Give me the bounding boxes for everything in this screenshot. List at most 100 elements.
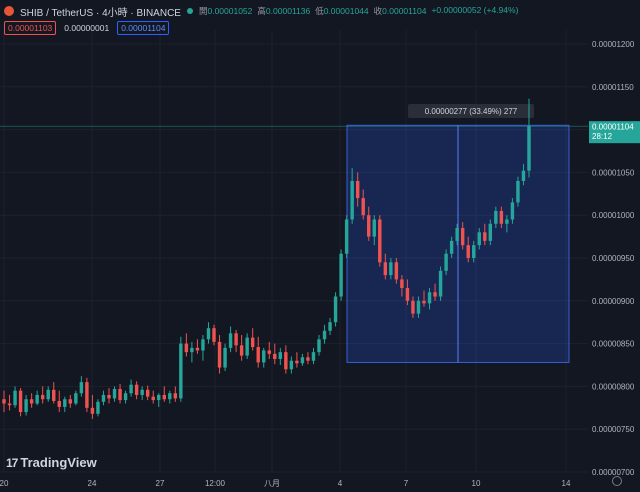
ask-price-button[interactable]: 0.00001104 — [117, 21, 170, 35]
timezone-clock-icon[interactable] — [612, 476, 622, 486]
candle — [466, 236, 470, 263]
candle-body — [52, 389, 56, 401]
candle — [201, 335, 205, 361]
candle-body — [217, 341, 222, 368]
ohlc-values: 開0.00001052 高0.00001136 低0.00001044 收0.0… — [199, 5, 518, 17]
candle-body — [333, 296, 338, 323]
candle — [63, 396, 67, 413]
candle-body — [389, 262, 393, 276]
candle-body — [516, 180, 520, 203]
current-price-label: 0.00001104 — [592, 123, 634, 132]
candle-body — [85, 382, 89, 408]
candle-body — [262, 350, 266, 363]
candle — [317, 335, 321, 356]
candle — [422, 290, 426, 307]
candle-body — [267, 350, 271, 354]
candle — [68, 394, 73, 408]
candle-body — [35, 394, 39, 404]
candle — [90, 394, 95, 419]
candle — [13, 386, 17, 408]
candle-body — [411, 300, 415, 314]
candle-body — [328, 322, 332, 331]
candle — [328, 317, 332, 336]
candle-body — [295, 360, 299, 364]
candle-body — [438, 270, 443, 297]
bid-price-button[interactable]: 0.00001103 — [4, 21, 57, 35]
candle-body — [74, 393, 78, 404]
candle — [494, 206, 498, 229]
candle — [101, 390, 106, 406]
candle — [516, 176, 520, 207]
candle — [35, 390, 39, 406]
candle-body — [13, 390, 17, 406]
candle-body — [195, 347, 200, 351]
candle-body — [46, 389, 50, 400]
candle — [488, 219, 493, 246]
candle — [46, 386, 50, 402]
candle-body — [245, 337, 249, 356]
candle-body — [483, 232, 487, 241]
change-value: +0.00000052 (+4.94%) — [431, 5, 519, 15]
candle — [300, 353, 305, 366]
candle — [74, 390, 78, 406]
candle — [107, 388, 111, 404]
candle-body — [317, 339, 321, 353]
candle — [527, 98, 531, 178]
candle — [173, 386, 178, 402]
candle-body — [284, 352, 288, 370]
candle — [79, 376, 84, 397]
candle-body — [168, 393, 172, 400]
candle — [129, 379, 133, 397]
symbol-title[interactable]: SHIB / TetherUS · 4小時 · BINANCE — [20, 7, 181, 19]
candle — [151, 390, 155, 404]
candle — [123, 390, 128, 404]
high-label: 高 — [257, 6, 266, 16]
candle-body — [201, 339, 205, 351]
candle — [96, 399, 100, 417]
x-tick-label: 24 — [88, 479, 97, 488]
candle — [273, 343, 277, 365]
candle — [394, 258, 399, 284]
candle-body — [322, 330, 327, 340]
candle — [239, 335, 244, 361]
tradingview-logo[interactable]: 17 TradingView — [6, 455, 97, 470]
candle-body — [79, 382, 84, 394]
candle-body — [510, 202, 515, 220]
candle — [195, 339, 200, 354]
y-tick-label: 0.00000700 — [592, 468, 635, 477]
shib-logo-icon — [4, 6, 14, 16]
y-tick-label: 0.00001050 — [592, 168, 635, 177]
candle — [433, 283, 437, 301]
candle — [245, 333, 249, 360]
candle — [472, 240, 476, 263]
candle — [322, 324, 327, 344]
candle — [157, 393, 161, 407]
candle — [267, 341, 271, 360]
x-tick-label: 7 — [404, 479, 409, 488]
candle — [24, 394, 28, 416]
candle — [40, 386, 45, 404]
candle — [145, 385, 150, 401]
candle — [355, 172, 360, 207]
candle-body — [306, 357, 310, 361]
candle — [85, 377, 89, 413]
candle-body — [173, 393, 178, 399]
y-tick-label: 0.00000850 — [592, 340, 635, 349]
candle-body — [190, 347, 194, 353]
candle-body — [444, 253, 448, 271]
measure-label: 0.00000277 (33.49%) 277 — [425, 107, 518, 116]
y-tick-label: 0.00001000 — [592, 211, 635, 220]
candle — [306, 352, 310, 365]
candle-body — [273, 353, 277, 360]
candle-body — [405, 287, 410, 301]
candle-body — [527, 126, 531, 171]
candle — [400, 275, 404, 297]
candle — [118, 383, 122, 404]
candle — [344, 215, 349, 258]
y-tick-label: 0.00000800 — [592, 382, 635, 391]
candle-body — [239, 345, 244, 356]
candle-body — [57, 400, 61, 407]
candle-body — [311, 352, 316, 361]
candle-body — [466, 245, 470, 258]
